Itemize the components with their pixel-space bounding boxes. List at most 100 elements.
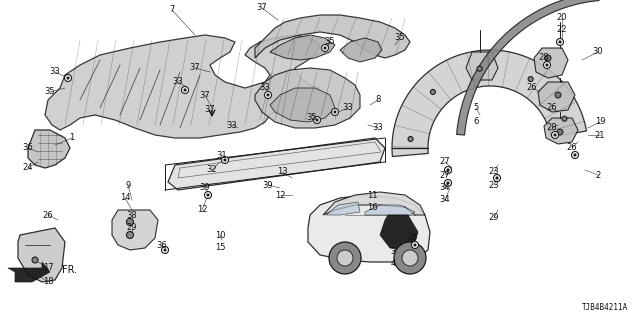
Circle shape [329, 242, 361, 274]
Circle shape [264, 92, 271, 99]
Circle shape [127, 231, 134, 238]
Text: 34: 34 [440, 196, 451, 204]
Text: 25: 25 [408, 234, 419, 243]
Circle shape [445, 180, 451, 187]
Circle shape [334, 111, 336, 113]
Circle shape [394, 242, 426, 274]
Text: 33: 33 [260, 84, 270, 92]
Text: 21: 21 [595, 131, 605, 140]
Circle shape [337, 250, 353, 266]
Text: 36: 36 [22, 143, 33, 153]
Polygon shape [168, 138, 385, 190]
Circle shape [447, 182, 449, 184]
Text: 35: 35 [395, 34, 405, 43]
Text: 15: 15 [215, 244, 225, 252]
Polygon shape [365, 205, 415, 215]
Text: 29: 29 [127, 223, 137, 233]
Circle shape [332, 108, 339, 116]
Text: 33: 33 [173, 77, 184, 86]
Text: 9: 9 [125, 180, 131, 189]
Polygon shape [45, 35, 320, 138]
Text: 34: 34 [440, 183, 451, 193]
Text: 14: 14 [120, 194, 131, 203]
Text: 27: 27 [440, 157, 451, 166]
Text: 1: 1 [69, 133, 75, 142]
Circle shape [559, 41, 561, 43]
Circle shape [182, 86, 189, 93]
Circle shape [32, 257, 38, 263]
Polygon shape [534, 48, 568, 78]
Text: 37: 37 [205, 106, 216, 115]
Circle shape [207, 194, 209, 196]
Circle shape [528, 76, 533, 82]
Circle shape [555, 92, 561, 98]
Text: 39: 39 [200, 183, 211, 193]
Text: 30: 30 [593, 47, 604, 57]
Polygon shape [323, 192, 425, 215]
Text: 10: 10 [215, 230, 225, 239]
Text: 35: 35 [45, 87, 55, 97]
Circle shape [562, 116, 567, 121]
Text: 26: 26 [527, 84, 538, 92]
Text: TJB4B4211A: TJB4B4211A [582, 303, 628, 312]
Polygon shape [380, 215, 418, 250]
Polygon shape [255, 15, 410, 58]
Text: 6: 6 [474, 117, 479, 126]
Polygon shape [456, 0, 599, 135]
Text: 28: 28 [547, 124, 557, 132]
Circle shape [552, 132, 559, 139]
Text: 26: 26 [43, 211, 53, 220]
Text: 32: 32 [207, 165, 218, 174]
Text: 27: 27 [440, 171, 451, 180]
Circle shape [314, 116, 321, 124]
Text: 36: 36 [157, 241, 168, 250]
Polygon shape [308, 195, 430, 262]
Text: 19: 19 [595, 117, 605, 126]
Polygon shape [255, 68, 360, 128]
Circle shape [554, 134, 556, 136]
Text: 18: 18 [43, 277, 53, 286]
Polygon shape [544, 118, 578, 144]
Polygon shape [112, 210, 158, 250]
Polygon shape [270, 35, 335, 60]
Text: 33: 33 [372, 124, 383, 132]
Circle shape [414, 244, 416, 246]
Circle shape [321, 44, 328, 52]
Polygon shape [538, 82, 575, 112]
Polygon shape [8, 262, 50, 282]
Text: 37: 37 [200, 91, 211, 100]
Text: 12: 12 [275, 190, 285, 199]
Polygon shape [28, 130, 70, 168]
Polygon shape [466, 52, 498, 80]
Text: 35: 35 [307, 114, 317, 123]
Text: 23: 23 [489, 180, 499, 189]
Text: 39: 39 [262, 180, 273, 189]
Circle shape [574, 154, 576, 156]
Circle shape [164, 249, 166, 251]
Circle shape [221, 156, 228, 164]
Circle shape [557, 38, 563, 45]
Text: 17: 17 [43, 263, 53, 273]
Circle shape [184, 89, 186, 91]
Text: 13: 13 [276, 167, 287, 177]
Text: 33: 33 [227, 121, 237, 130]
Circle shape [65, 75, 72, 82]
Text: 35: 35 [324, 37, 335, 46]
Text: 37: 37 [257, 4, 268, 12]
Circle shape [316, 119, 318, 121]
Text: 16: 16 [367, 204, 378, 212]
Circle shape [267, 94, 269, 96]
Circle shape [546, 64, 548, 66]
Circle shape [445, 166, 451, 173]
Text: 5: 5 [474, 103, 479, 113]
Text: 7: 7 [170, 5, 175, 14]
Text: 26: 26 [566, 143, 577, 153]
Text: 22: 22 [557, 26, 567, 35]
Circle shape [408, 137, 413, 141]
Text: 4: 4 [390, 260, 396, 268]
Circle shape [447, 169, 449, 171]
Text: 29: 29 [489, 213, 499, 222]
Circle shape [493, 174, 500, 181]
Text: 26: 26 [547, 103, 557, 113]
Text: 33: 33 [50, 68, 60, 76]
